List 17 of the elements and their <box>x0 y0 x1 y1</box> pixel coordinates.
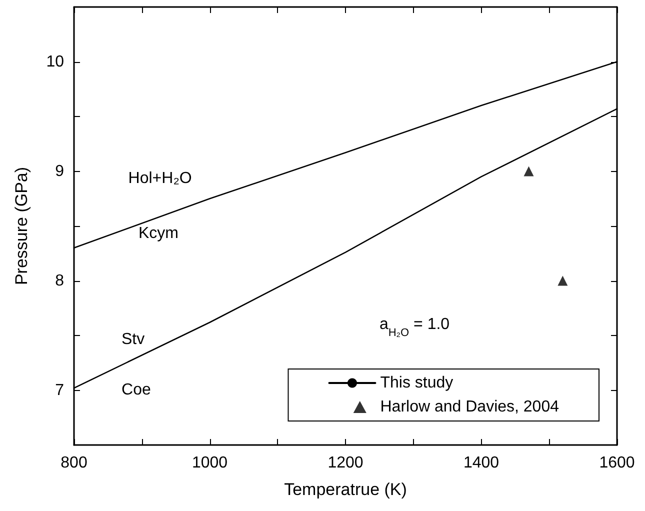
x-tick-label: 1200 <box>328 454 364 472</box>
x-tick-label: 1000 <box>192 454 228 472</box>
x-axis-title: Temperatrue (K) <box>284 480 407 499</box>
y-tick-label: 7 <box>55 382 64 399</box>
y-axis-title: Pressure (GPa) <box>12 166 31 286</box>
x-tick-label: 800 <box>60 454 88 472</box>
y-tick-label: 8 <box>55 272 64 290</box>
annotation: Stv <box>122 331 145 348</box>
annotation: Kcym <box>138 224 178 242</box>
x-tick-label: 1400 <box>463 454 500 472</box>
x-tick-label: 1600 <box>599 454 635 472</box>
legend-label: This study <box>380 374 454 392</box>
annotation: Hol+H₂O <box>128 170 192 188</box>
annotation: Coe <box>122 382 151 399</box>
legend-label: Harlow and Davies, 2004 <box>380 398 560 416</box>
y-tick-label: 10 <box>46 53 64 70</box>
y-tick-label: 9 <box>55 162 64 180</box>
